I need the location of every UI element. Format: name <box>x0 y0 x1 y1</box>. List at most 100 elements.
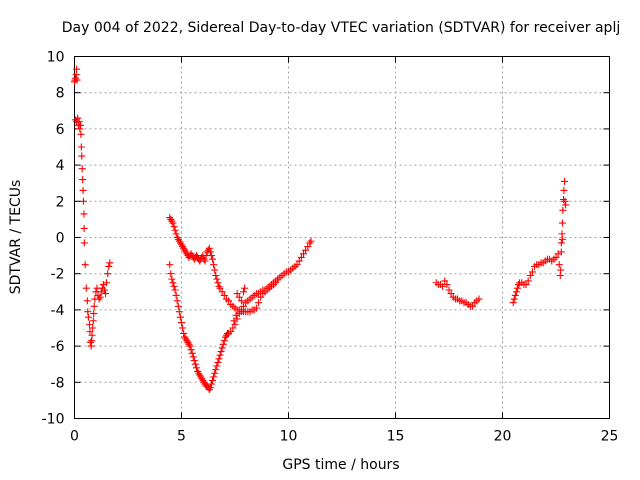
y-tick-label: -8 <box>51 375 65 391</box>
data-point <box>89 324 97 332</box>
x-tick-labels: 0 5 10 15 20 25 <box>70 429 618 445</box>
data-point <box>213 362 221 370</box>
data-point <box>240 288 248 296</box>
data-point <box>304 243 312 251</box>
data-point <box>307 237 315 245</box>
y-tick-label: 0 <box>56 231 65 247</box>
data-point <box>186 342 194 350</box>
y-tick-label: -10 <box>42 412 65 428</box>
data-point <box>206 248 214 256</box>
data-point <box>274 275 282 283</box>
data-points <box>71 65 570 394</box>
data-point <box>168 275 176 283</box>
data-point <box>87 338 95 346</box>
data-point <box>512 288 520 296</box>
data-point <box>81 261 89 269</box>
data-point <box>302 246 310 254</box>
data-point <box>79 186 87 194</box>
data-point <box>170 223 178 231</box>
data-point <box>84 308 92 316</box>
y-tick-label: 4 <box>56 158 65 174</box>
data-point <box>207 252 215 260</box>
chart-title: Day 004 of 2022, Sidereal Day-to-day VTE… <box>62 20 620 36</box>
data-point <box>447 290 455 298</box>
x-tick-label: 20 <box>494 429 512 445</box>
data-point <box>173 297 181 305</box>
data-point <box>90 310 98 318</box>
data-point <box>104 270 112 278</box>
data-point <box>526 272 534 280</box>
data-point <box>555 261 563 269</box>
data-point <box>191 360 199 368</box>
data-point <box>178 319 185 327</box>
data-point <box>297 253 305 261</box>
data-point <box>99 281 107 289</box>
data-point <box>469 302 477 310</box>
y-axis-label: SDTVAR / TECUs <box>8 180 24 295</box>
data-point <box>80 239 88 247</box>
data-point <box>201 257 209 265</box>
data-point <box>214 279 222 287</box>
x-tick-label: 0 <box>70 429 79 445</box>
data-point <box>232 311 240 319</box>
data-point <box>96 293 104 301</box>
y-tick-label: -2 <box>51 267 65 283</box>
data-point <box>179 324 187 332</box>
data-point <box>76 125 84 133</box>
data-point <box>188 349 196 357</box>
data-point <box>207 380 215 388</box>
data-point <box>206 384 214 392</box>
data-point <box>190 357 198 365</box>
data-point <box>192 364 200 372</box>
data-point <box>172 230 180 238</box>
data-point <box>552 253 560 261</box>
data-point <box>95 295 103 303</box>
data-point <box>557 248 565 256</box>
data-point <box>220 291 228 299</box>
data-point <box>255 299 263 307</box>
data-point <box>557 266 565 274</box>
data-point <box>205 244 213 252</box>
data-point <box>77 143 85 151</box>
data-point <box>252 304 260 312</box>
data-point <box>78 152 86 160</box>
data-point <box>216 351 224 359</box>
data-point <box>77 130 85 138</box>
data-point <box>174 302 182 310</box>
data-point <box>293 261 301 269</box>
data-point <box>80 224 88 232</box>
x-tick-label: 15 <box>387 429 405 445</box>
data-point <box>169 279 177 287</box>
data-point <box>76 121 84 129</box>
data-point <box>210 373 218 381</box>
y-tick-label: -6 <box>51 339 65 355</box>
y-tick-label: 6 <box>56 122 65 138</box>
data-point <box>475 295 483 303</box>
data-point <box>169 219 177 227</box>
data-point <box>82 284 90 292</box>
data-point <box>172 291 180 299</box>
data-point <box>215 355 223 363</box>
y-tick-labels: -10 -8 -6 -4 -2 0 2 4 6 8 10 <box>42 50 65 428</box>
data-point <box>166 261 174 269</box>
data-point <box>210 261 218 269</box>
data-point <box>510 295 518 303</box>
y-tick-label: -4 <box>51 303 65 319</box>
x-tick-label: 25 <box>601 429 619 445</box>
data-point <box>106 259 114 267</box>
data-point <box>170 282 178 290</box>
data-point <box>105 262 113 270</box>
data-point <box>441 277 449 285</box>
data-point <box>75 118 83 126</box>
data-point <box>241 284 249 292</box>
data-point <box>511 291 519 299</box>
data-point <box>189 353 197 361</box>
data-point <box>559 206 567 214</box>
data-point <box>220 337 228 345</box>
axis-ticks <box>74 56 610 419</box>
data-point <box>167 270 175 278</box>
data-point <box>237 306 245 314</box>
data-point <box>83 297 91 305</box>
data-point <box>235 293 243 301</box>
